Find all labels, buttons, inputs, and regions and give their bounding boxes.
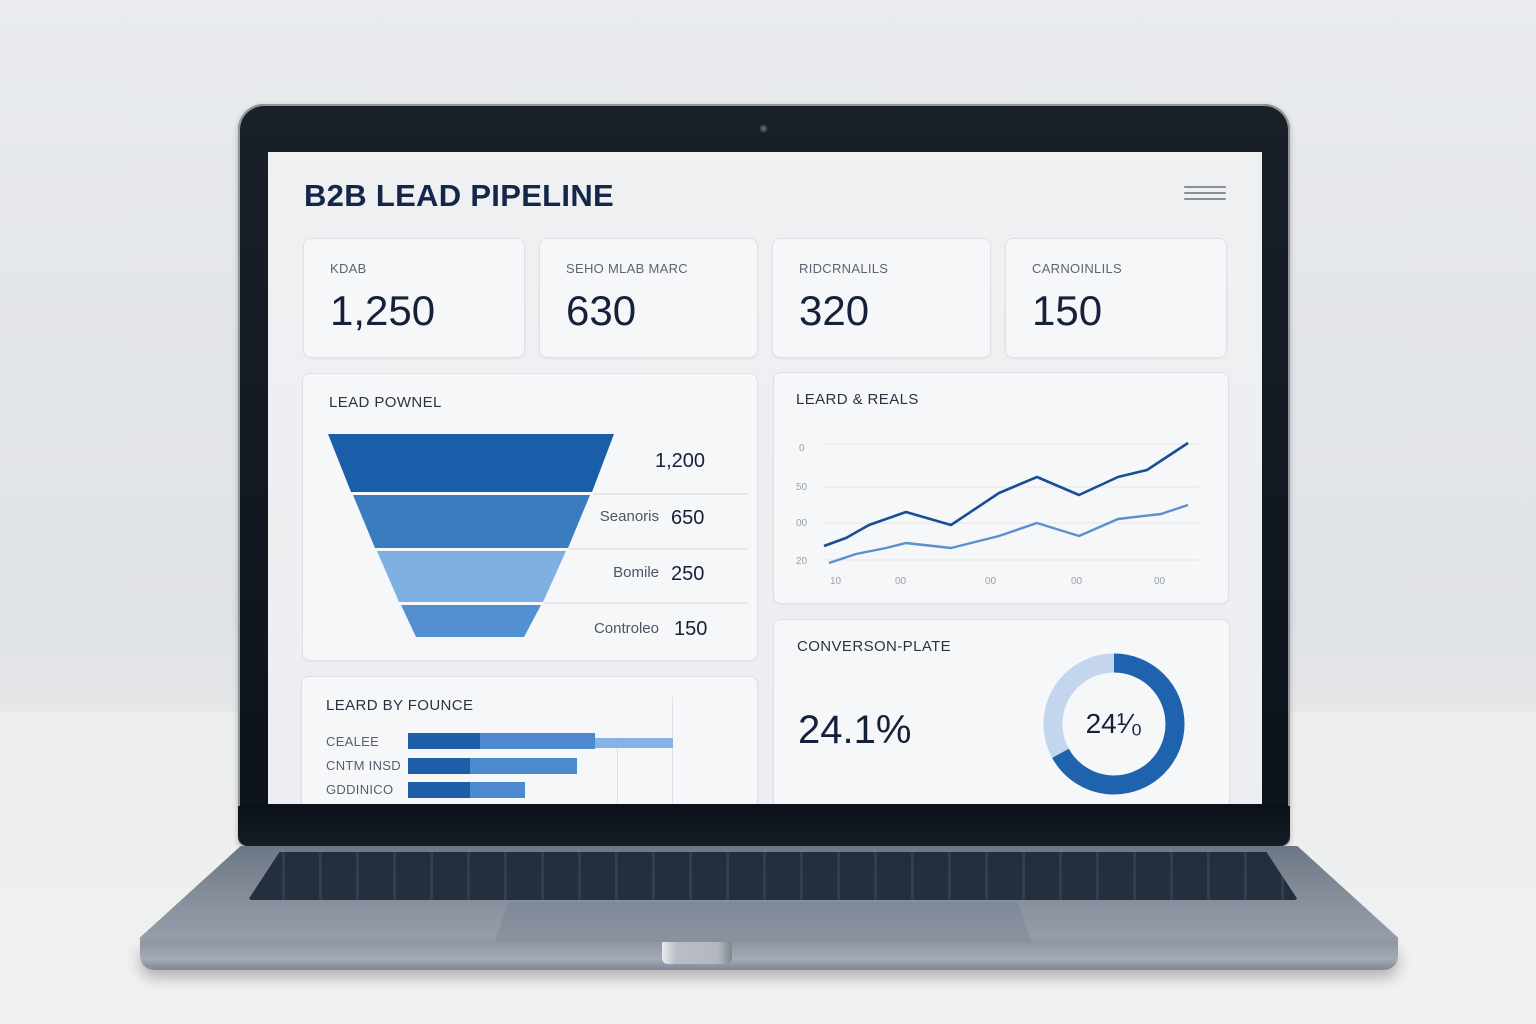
x-tick: 00 — [895, 576, 907, 587]
kpi-card-1[interactable]: KDAB 1,250 — [303, 238, 525, 358]
page-title: B2B LEAD PIPELINE — [304, 178, 614, 213]
source-card: LEARD BY FOUNCE CEALEE CNTM INSD GDDINIC… — [301, 676, 758, 804]
kpi-value: 1,250 — [330, 287, 436, 334]
menu-line — [1184, 192, 1226, 194]
grid-line — [672, 697, 673, 804]
x-tick: 00 — [985, 576, 997, 587]
donut-center-label: 24¹⁄₀ — [1085, 708, 1143, 739]
y-tick: 0 — [799, 443, 805, 454]
source-label-2: CNTM INSD — [326, 758, 401, 773]
menu-line — [1184, 198, 1226, 200]
conversion-donut: 24¹⁄₀ — [1042, 652, 1186, 796]
funnel-stage-2 — [353, 495, 590, 548]
source-bar-2[interactable] — [408, 758, 577, 774]
trend-line-chart: 0 50 00 20 10 00 00 00 00 — [796, 441, 1199, 587]
funnel-value-1: 1,200 — [655, 450, 706, 472]
laptop-front-edge — [140, 942, 1398, 970]
trend-title: LEARD & REALS — [796, 391, 919, 408]
source-bar-3[interactable] — [408, 782, 525, 798]
kpi-card-4[interactable]: CARNOINLILS 150 — [1005, 238, 1227, 358]
funnel-stage-4 — [401, 605, 541, 637]
funnel-stage-1 — [328, 434, 614, 492]
source-label-1: CEALEE — [326, 734, 380, 749]
y-tick: 50 — [796, 482, 808, 493]
funnel-stage-3 — [377, 551, 566, 602]
kpi-label: CARNOINLILS — [1032, 261, 1122, 276]
x-tick: 10 — [830, 576, 842, 587]
funnel-label-4: Controleo — [593, 620, 659, 637]
funnel-label-3: Bomile — [613, 564, 659, 581]
keyboard — [248, 852, 1298, 900]
funnel-title: LEAD POWNEL — [329, 394, 442, 411]
trend-card: LEARD & REALS 0 50 00 20 10 00 00 00 00 — [773, 372, 1229, 604]
conversion-value: 24.1% — [798, 708, 912, 752]
menu-line — [1184, 186, 1226, 188]
kpi-card-2[interactable]: SEHO MLAB MARC 630 — [539, 238, 758, 358]
funnel-value-3: 250 — [671, 563, 705, 585]
kpi-label: SEHO MLAB MARC — [566, 261, 688, 276]
y-tick: 00 — [796, 518, 808, 529]
webcam-icon — [759, 124, 768, 133]
kpi-value: 320 — [799, 287, 870, 334]
source-title: LEARD BY FOUNCE — [326, 697, 474, 714]
dashboard-screen: B2B LEAD PIPELINE KDAB 1,250 SEHO MLAB M… — [268, 152, 1262, 804]
y-tick: 20 — [796, 556, 808, 567]
kpi-value: 630 — [566, 287, 637, 334]
funnel-value-2: 650 — [671, 507, 705, 529]
kpi-label: RIDCRNALILS — [799, 261, 889, 276]
laptop-bezel-chin — [238, 806, 1290, 846]
kpi-card-3[interactable]: RIDCRNALILS 320 — [772, 238, 991, 358]
funnel-chart — [328, 434, 747, 637]
lid-notch — [662, 942, 732, 964]
conversion-title: CONVERSON-PLATE — [797, 638, 952, 655]
x-tick: 00 — [1154, 576, 1166, 587]
series-secondary-line — [828, 503, 1189, 565]
grid-line — [617, 737, 618, 804]
kpi-value: 150 — [1032, 287, 1103, 334]
series-primary-line — [823, 441, 1189, 548]
funnel-value-4: 150 — [674, 618, 708, 640]
conversion-card: CONVERSON-PLATE 24.1% 24¹⁄₀ — [773, 619, 1230, 804]
source-label-3: GDDINICO — [326, 782, 394, 797]
hamburger-menu-icon[interactable] — [1184, 186, 1226, 204]
kpi-label: KDAB — [330, 261, 367, 276]
funnel-card: LEAD POWNEL 1,200 Seanoris 650 Bomile 25… — [302, 373, 758, 661]
source-bar-1[interactable] — [408, 733, 674, 749]
funnel-label-2: Seanoris — [599, 508, 659, 525]
laptop-base — [140, 846, 1398, 972]
x-tick: 00 — [1071, 576, 1083, 587]
